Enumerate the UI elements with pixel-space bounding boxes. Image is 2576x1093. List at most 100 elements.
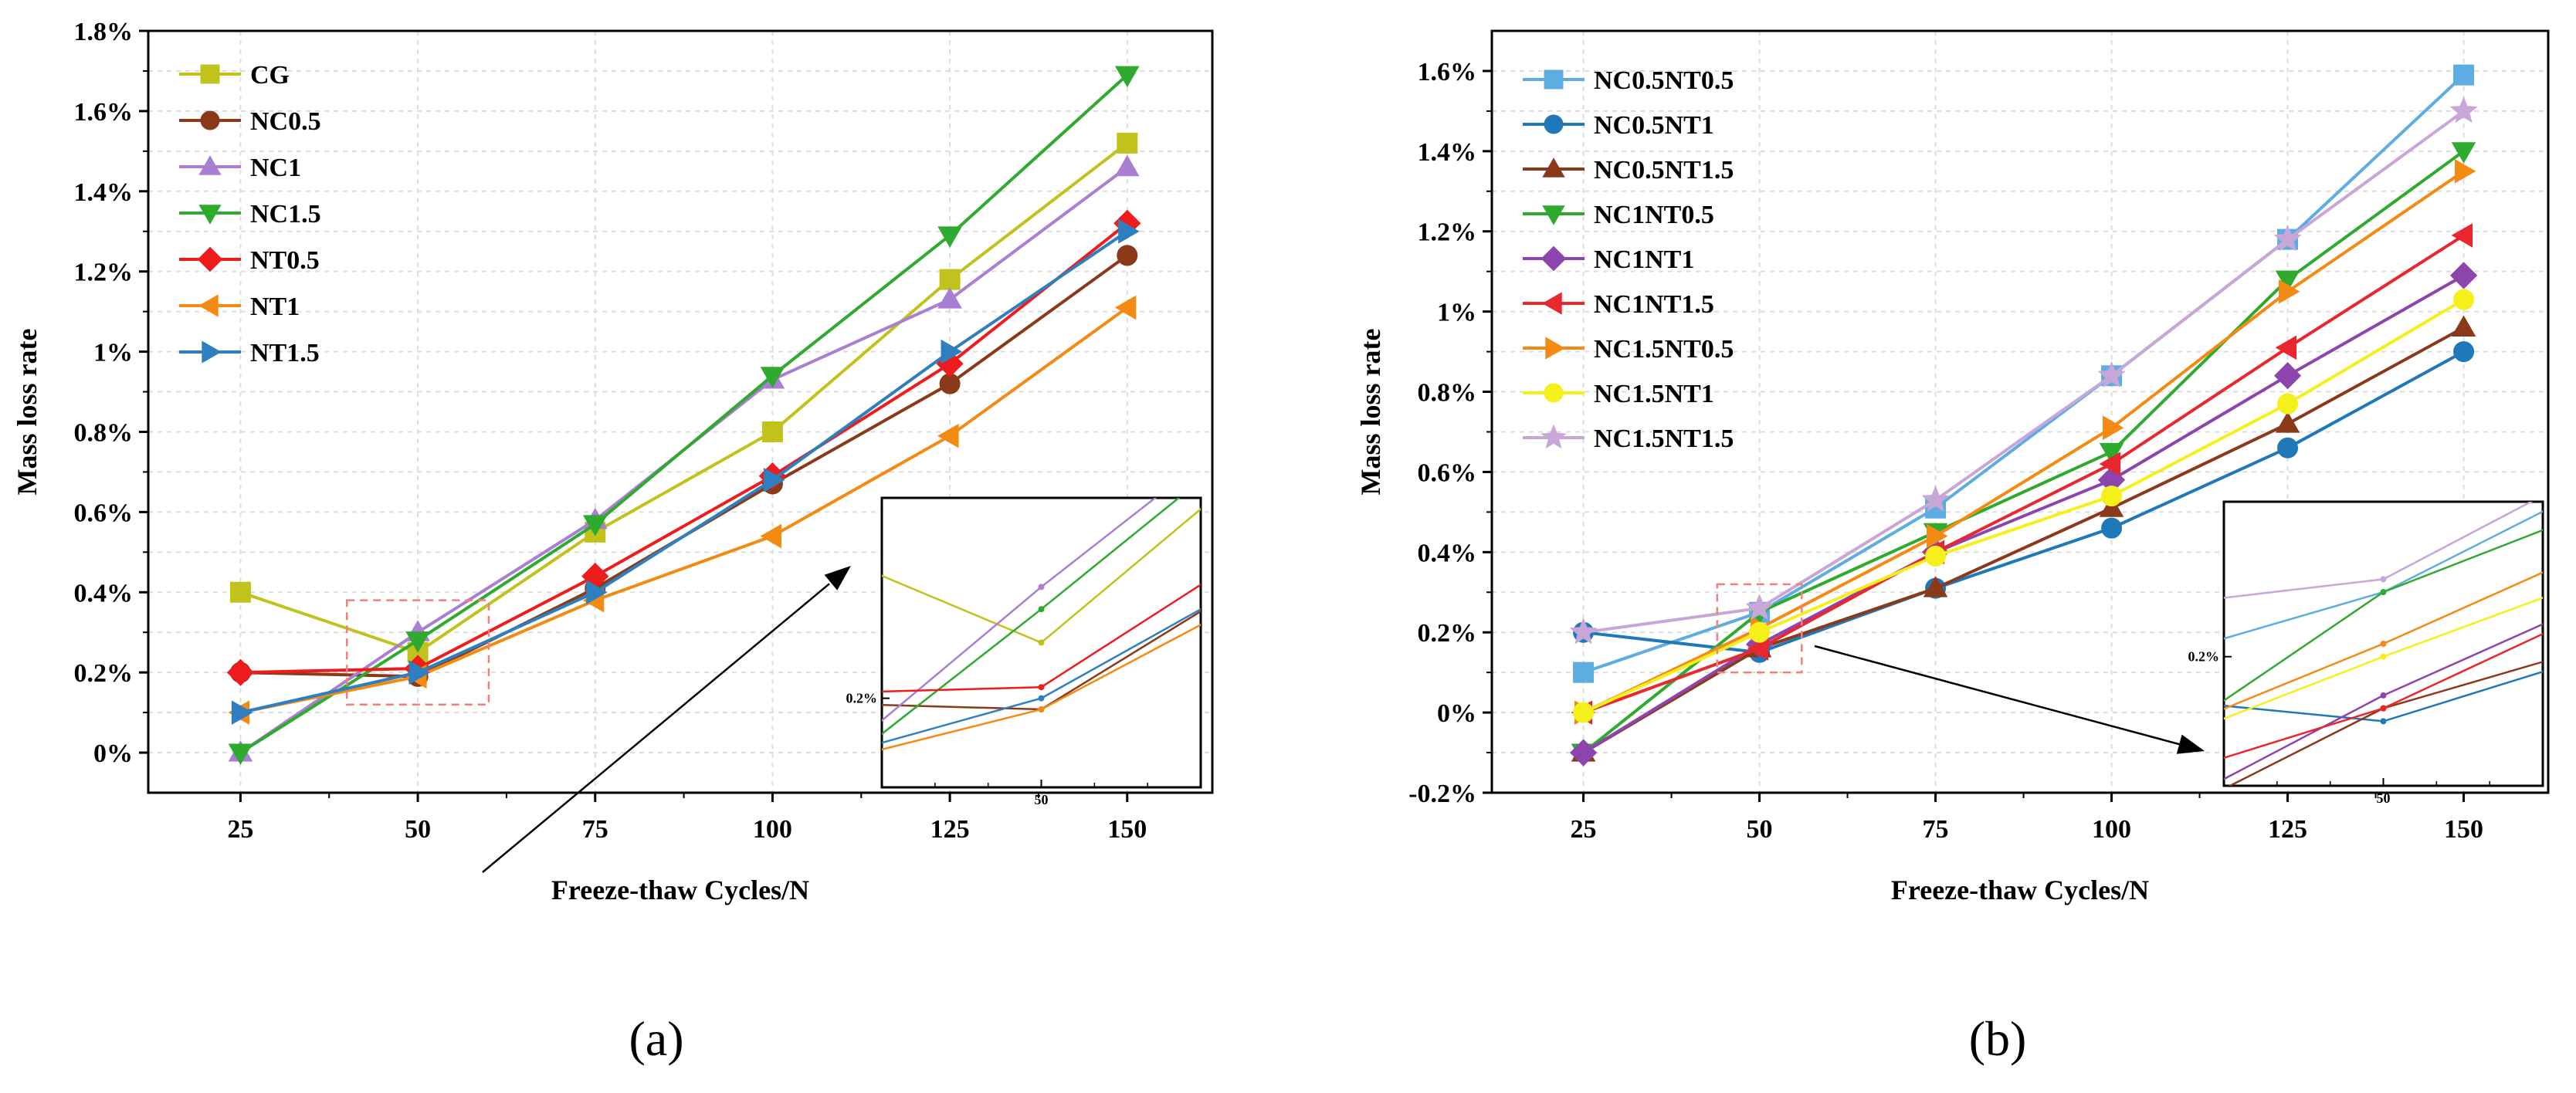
inset-series-line-nc1-5nt1-5	[2224, 502, 2534, 599]
legend-marker-nc0-5	[200, 110, 220, 130]
x-tick-label: 50	[1747, 815, 1773, 844]
inset-data-point-cg	[1038, 639, 1045, 646]
data-point-nc0-5nt1	[2277, 437, 2299, 459]
legend-marker-nt1-5	[202, 340, 222, 364]
zoom-inset: 50 0.2%	[2188, 500, 2544, 806]
x-tick-label: 125	[2268, 815, 2307, 844]
y-tick-label: 1.2%	[74, 259, 134, 287]
inset-series-line-nc0-5nt1-5	[2228, 661, 2543, 786]
data-point-nc1nt0-5	[2099, 442, 2124, 465]
y-tick-label: 0%	[93, 739, 133, 768]
y-tick-label: 1.8%	[74, 18, 134, 46]
x-tick-label: 25	[227, 815, 253, 844]
y-tick-label: 1.6%	[74, 98, 134, 127]
series-line-nt1-5	[239, 230, 1128, 715]
inset-y-tick-label: 0.2%	[2188, 649, 2220, 665]
inset-series-line-nc1	[882, 498, 1158, 722]
inset-series-line-nc1-5nt0-5	[2224, 571, 2543, 710]
legend-item-nc1-5nt1-5: NC1.5NT1.5	[1523, 424, 1734, 453]
y-tick-label: 1.2%	[1418, 218, 1477, 247]
data-point-nt1	[760, 523, 781, 549]
series-line-nc1nt0-5	[1582, 150, 2465, 754]
data-point-nc1-5nt1-5	[2449, 96, 2478, 124]
x-tick-label: 100	[2092, 815, 2131, 844]
inset-x-tick-label: 50	[1035, 792, 1049, 807]
legend-item-cg: CG	[179, 61, 290, 90]
data-point-cg	[1117, 132, 1138, 154]
y-tick-label: 0.2%	[74, 659, 134, 688]
data-point-nc0-5nt1-5	[1923, 576, 1948, 597]
x-tick-label: 100	[753, 815, 792, 844]
data-point-nc1-5nt0-5	[1927, 523, 1948, 549]
data-point-nc1-5nt1	[2101, 486, 2123, 507]
x-tick-label: 50	[405, 815, 431, 844]
inset-data-point-nc1-5	[1038, 606, 1045, 613]
legend-label: NC1.5NT1.5	[1594, 425, 1734, 453]
series-nc1-5	[228, 66, 1140, 766]
legend-label: NC1NT1.5	[1594, 290, 1714, 319]
plot-frame	[147, 29, 1214, 794]
legend-marker-cg	[200, 64, 220, 84]
zoom-arrow-head	[824, 566, 851, 590]
inset-series-line-nt0-5	[882, 584, 1201, 693]
x-tick-label: 25	[1571, 815, 1597, 844]
x-tick-label: 150	[1107, 815, 1147, 844]
data-point-nc1	[1114, 154, 1140, 177]
inset-series-line-nc1-5nt1	[2224, 597, 2543, 720]
legend-item-nt0-5: NT0.5	[179, 246, 320, 275]
inset-series-line-nt1	[882, 623, 1201, 751]
data-point-nt1-5	[763, 468, 785, 492]
data-point-nc1-5nt1	[1749, 621, 1771, 643]
series-line-nc1-5nt0-5	[1582, 170, 2465, 714]
zoom-arrow	[1814, 645, 2184, 746]
legend-marker-nc1-5	[198, 205, 222, 225]
inset-data-point-nc1-5nt1-5	[2380, 576, 2387, 583]
inset-series-line-nc1-5	[882, 498, 1181, 736]
legend-label: NC0.5NT0.5	[1594, 66, 1734, 95]
legend: NC0.5NT0.5 NC0.5NT1 NC0.5NT1.5 NC1NT0.5 NC1N…	[1523, 66, 1734, 453]
y-axis-label: Mass loss rate	[12, 328, 42, 495]
data-point-nc1nt1	[2449, 262, 2478, 289]
data-point-nt1-5	[231, 700, 253, 725]
y-tick-label: 1.4%	[1418, 138, 1477, 167]
inset-series-group	[882, 498, 1201, 751]
x-tick-label: 75	[1923, 815, 1949, 844]
y-tick-label: 1%	[1437, 299, 1476, 327]
y-tick-label: 1%	[93, 339, 133, 367]
legend-item-nc1nt0-5: NC1NT0.5	[1523, 201, 1714, 229]
x-axis-label: Freeze-thaw Cycles/N	[1891, 875, 2149, 905]
inset-data-point-nc1-5nt0-5	[2380, 641, 2387, 647]
data-point-nc0-5nt1	[2453, 341, 2475, 363]
inset-data-point-nt0-5	[1038, 684, 1045, 691]
legend-marker-nc1nt1-5	[1542, 292, 1562, 315]
data-point-nc1-5	[760, 367, 785, 388]
data-point-nt1-5	[408, 660, 431, 685]
legend-item-nc1-5nt1: NC1.5NT1	[1523, 380, 1714, 408]
data-point-nc0-5nt1	[2101, 517, 2123, 539]
legend-item-nt1-5: NT1.5	[179, 339, 320, 367]
series-line-nc0-5nt1	[1583, 350, 2465, 655]
series-nc1-5nt1-5	[1569, 96, 2478, 645]
legend-marker-nt0-5	[197, 246, 223, 272]
zoom-arrow-head	[2176, 734, 2205, 754]
legend-marker-nc0-5nt1-5	[1542, 157, 1565, 178]
legend-item-nt1: NT1	[179, 293, 300, 321]
data-point-nc0-5	[1117, 245, 1138, 266]
series-line-nc1nt1-5	[1582, 234, 2465, 714]
data-point-nc1-5	[228, 743, 253, 766]
x-tick-label: 150	[2444, 815, 2483, 844]
inset-series-line-nc1nt1	[2224, 623, 2543, 780]
inset-series-line-cg	[882, 507, 1201, 644]
legend-label: NC1NT1	[1594, 245, 1694, 274]
legend-marker-nc1	[198, 155, 222, 175]
data-point-nc1-5	[582, 515, 608, 536]
legend-label: NC0.5	[250, 107, 321, 136]
data-point-nt1	[1114, 295, 1137, 320]
legend-marker-nc1-5nt1	[1544, 383, 1564, 403]
legend-marker-nt1	[198, 294, 219, 317]
legend-item-nc1nt1: NC1NT1	[1523, 245, 1694, 274]
x-tick-label: 75	[582, 815, 608, 844]
legend-label: NC1	[250, 154, 301, 182]
data-point-cg	[229, 581, 251, 603]
